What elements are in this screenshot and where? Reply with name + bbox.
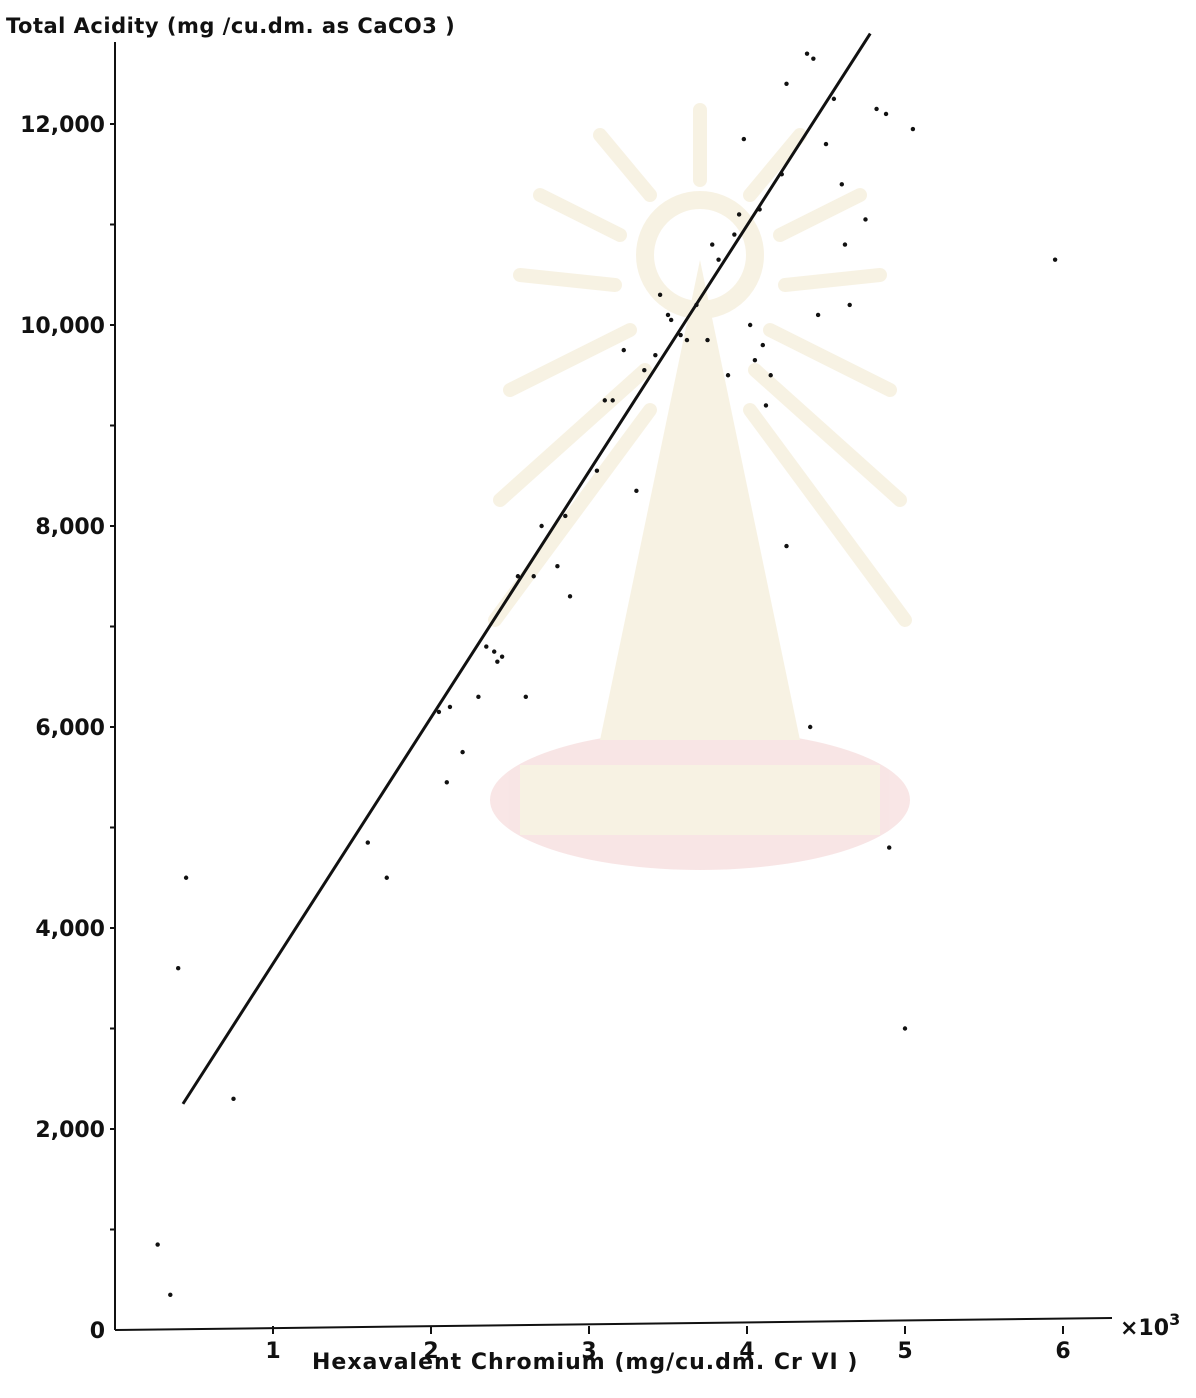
data-point xyxy=(555,564,560,569)
data-point xyxy=(183,875,189,880)
data-point xyxy=(563,513,568,519)
x-axis-line xyxy=(114,1317,1113,1331)
x-tick-label: 3 xyxy=(581,1339,596,1364)
y-tick-label: 4,000 xyxy=(35,917,105,942)
data-point xyxy=(523,694,528,700)
data-point xyxy=(499,654,505,659)
y-tick-label: 12,000 xyxy=(20,113,105,138)
data-point xyxy=(808,724,813,730)
x-tick-label: 5 xyxy=(897,1339,912,1364)
data-point xyxy=(365,840,370,845)
data-point xyxy=(668,317,674,323)
y-axis-label: Total Acidity (mg /cu.dm. as CaCO3 ) xyxy=(6,14,455,38)
data-point xyxy=(705,337,710,343)
data-point xyxy=(653,352,658,358)
ticks: 1 2 3 4 5 6 0 2,000 4,000 6,000 8,000 10,000 12,000 xyxy=(20,113,1071,1364)
data-point xyxy=(823,141,829,147)
data-point xyxy=(476,694,481,700)
data-point xyxy=(444,780,449,785)
data-point xyxy=(716,257,721,262)
data-point xyxy=(784,543,789,549)
data-point xyxy=(168,1292,173,1298)
data-point xyxy=(732,232,737,237)
data-point xyxy=(665,312,671,318)
data-point xyxy=(155,1242,160,1247)
y-tick-label: 6,000 xyxy=(35,716,105,741)
data-point xyxy=(176,966,181,971)
data-point xyxy=(460,749,465,755)
data-point xyxy=(839,182,844,187)
data-point xyxy=(602,398,607,403)
data-point xyxy=(910,126,916,132)
data-point xyxy=(847,302,852,308)
y-tick-label: 0 xyxy=(90,1319,105,1344)
data-point xyxy=(642,368,647,373)
y-tick-label: 8,000 xyxy=(35,515,105,540)
data-point xyxy=(815,312,821,318)
x-multiplier-base: ×10 xyxy=(1120,1316,1170,1341)
data-point xyxy=(515,574,521,579)
y-tick-label: 2,000 xyxy=(35,1118,105,1143)
data-point xyxy=(784,81,789,87)
y-tick-label: 10,000 xyxy=(20,314,105,339)
axes xyxy=(114,42,1113,1331)
data-point xyxy=(594,468,600,473)
data-point xyxy=(741,136,747,142)
data-point xyxy=(694,302,699,308)
data-point xyxy=(842,242,848,247)
regression-line xyxy=(181,32,872,1105)
data-point xyxy=(539,523,544,529)
data-point xyxy=(531,574,536,579)
data-point xyxy=(657,292,663,298)
x-tick-label: 2 xyxy=(423,1339,438,1364)
data-point xyxy=(495,659,500,664)
data-point xyxy=(610,398,615,403)
data-point xyxy=(752,357,758,363)
data-point xyxy=(1052,257,1058,262)
points-group xyxy=(155,51,1058,1298)
data-point xyxy=(760,342,765,348)
data-point xyxy=(763,403,769,408)
data-point xyxy=(436,709,442,715)
x-tick-label: 4 xyxy=(739,1339,754,1364)
data-point xyxy=(567,594,573,599)
data-point xyxy=(725,373,731,378)
data-point xyxy=(757,207,762,212)
data-point xyxy=(887,845,892,850)
data-point xyxy=(710,242,715,247)
data-point xyxy=(492,649,497,654)
x-tick-label: 1 xyxy=(265,1339,280,1364)
data-point xyxy=(231,1096,236,1102)
data-point xyxy=(747,322,753,328)
fit-line-group xyxy=(181,32,872,1105)
data-point xyxy=(384,875,389,880)
data-point xyxy=(484,644,489,649)
data-point xyxy=(768,373,773,378)
data-point xyxy=(874,106,879,112)
data-point xyxy=(447,704,453,710)
data-point xyxy=(621,347,626,353)
x-multiplier: ×103 xyxy=(1120,1310,1180,1341)
data-point xyxy=(811,56,816,61)
data-point xyxy=(634,488,639,494)
watermark xyxy=(488,103,912,870)
data-point xyxy=(831,96,837,102)
x-tick-label: 6 xyxy=(1055,1339,1070,1364)
data-point xyxy=(779,172,784,177)
data-point xyxy=(684,337,690,343)
data-point xyxy=(883,111,889,117)
data-point xyxy=(902,1026,908,1031)
data-point xyxy=(804,51,810,56)
data-point xyxy=(678,332,683,338)
data-point xyxy=(736,212,742,217)
x-multiplier-exponent: 3 xyxy=(1169,1310,1181,1329)
data-point xyxy=(863,217,868,222)
x-axis-label: Hexavalent Chromium (mg/cu.dm. Cr VI ) xyxy=(312,1350,859,1375)
y-axis-label-text: Total Acidity (mg /cu.dm. as CaCO3 ) xyxy=(6,14,456,38)
